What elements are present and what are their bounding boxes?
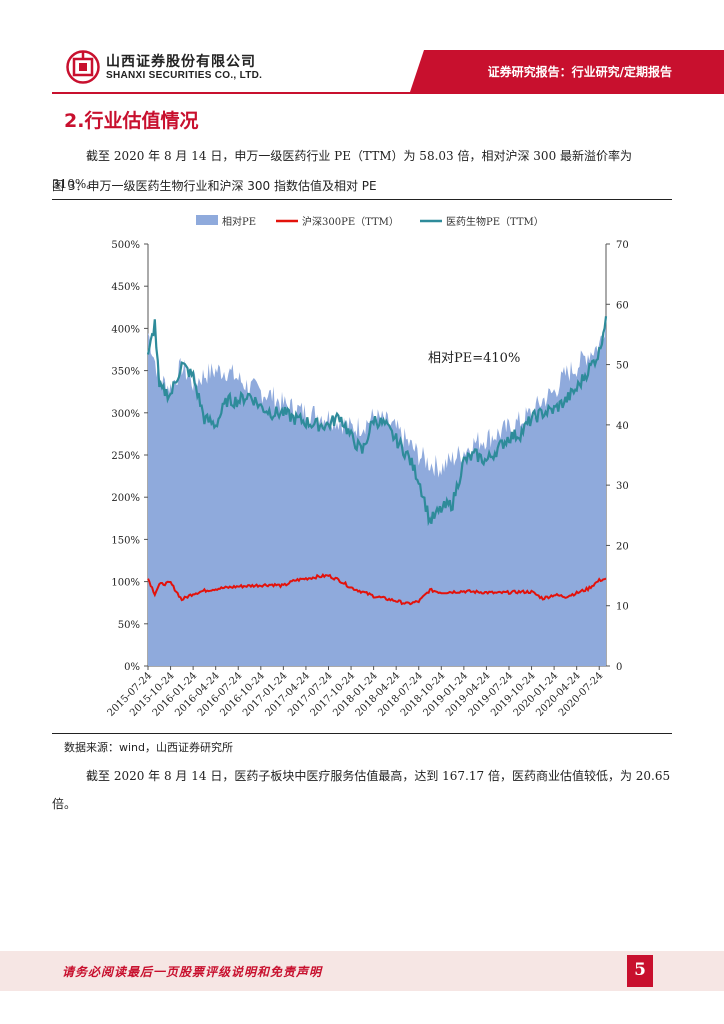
legend-label: 医药生物PE（TTM） xyxy=(446,215,544,228)
legend-label: 沪深300PE（TTM） xyxy=(302,215,399,228)
left-tick-label: 450% xyxy=(111,282,140,293)
header-banner xyxy=(410,50,724,92)
company-name-en: SHANXI SECURITIES CO., LTD. xyxy=(106,70,263,81)
company-name-cn: 山西证券股份有限公司 xyxy=(106,54,256,70)
chart-annotation: 相对PE=410% xyxy=(428,351,520,366)
paragraph-pe-summary: 截至 2020 年 8 月 14 日，申万一级医药行业 PE（TTM）为 58.… xyxy=(52,149,633,191)
left-tick-label: 150% xyxy=(111,535,140,546)
header-rule xyxy=(52,92,724,94)
left-tick-label: 200% xyxy=(111,493,140,504)
left-tick-label: 50% xyxy=(118,620,140,631)
right-tick-label: 30 xyxy=(616,481,629,492)
series-hs300-pe-line xyxy=(147,573,607,606)
chart-legend: 相对PE 沪深300PE（TTM） 医药生物PE（TTM） xyxy=(196,215,544,228)
left-tick-label: 400% xyxy=(111,324,140,335)
left-tick-label: 300% xyxy=(111,409,140,420)
left-tick-label: 250% xyxy=(111,451,140,462)
paragraph-subsector: 截至 2020 年 8 月 14 日，医药子板块中医疗服务估值最高，达到 167… xyxy=(52,769,671,811)
left-tick-label: 500% xyxy=(111,240,140,251)
legend-swatch xyxy=(196,215,218,225)
right-tick-label: 0 xyxy=(616,662,622,673)
page-header: 山西证券股份有限公司 SHANXI SECURITIES CO., LTD. 证… xyxy=(0,0,724,100)
right-tick-label: 20 xyxy=(616,541,629,552)
footer-band xyxy=(0,951,724,991)
figure-source: 数据来源：wind，山西证券研究所 xyxy=(64,741,234,754)
page-number: 5 xyxy=(634,960,646,980)
section-title: 2.行业估值情况 xyxy=(64,110,199,132)
series-relative-pe-area xyxy=(148,320,606,666)
figure-top-rule xyxy=(52,199,672,200)
company-logo-icon xyxy=(66,50,100,84)
figure-bottom-rule xyxy=(52,733,672,734)
page-number-box xyxy=(627,955,653,987)
legend-label: 相对PE xyxy=(222,215,256,228)
report-type: 证券研究报告：行业研究/定期报告 xyxy=(487,65,672,79)
right-tick-label: 60 xyxy=(616,300,629,311)
series-pharma-pe-line xyxy=(146,316,608,527)
right-tick-label: 10 xyxy=(616,602,629,613)
right-tick-label: 70 xyxy=(616,240,629,251)
left-tick-label: 0% xyxy=(124,662,140,673)
right-tick-label: 50 xyxy=(616,361,629,372)
right-tick-label: 40 xyxy=(616,421,629,432)
figure-title: 图 3：申万一级医药生物行业和沪深 300 指数估值及相对 PE xyxy=(52,179,377,193)
footer-disclaimer: 请务必阅读最后一页股票评级说明和免责声明 xyxy=(62,965,323,979)
pe-chart: 相对PE 沪深300PE（TTM） 医药生物PE（TTM） 0% 50% 100% 150… xyxy=(106,215,629,719)
left-tick-label: 350% xyxy=(111,367,140,378)
left-tick-label: 100% xyxy=(111,578,140,589)
